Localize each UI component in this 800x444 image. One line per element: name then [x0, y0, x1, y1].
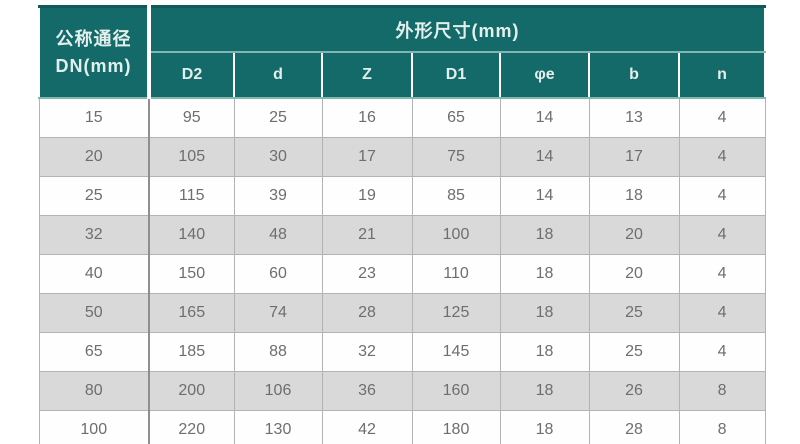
table-row: 20 105 30 17 75 14 17 4 — [38, 137, 766, 177]
value-cell: 110 — [411, 254, 501, 294]
value-cell: 13 — [588, 97, 680, 138]
value-cell: 28 — [588, 410, 680, 444]
value-cell: 8 — [678, 371, 766, 411]
value-cell: 60 — [233, 254, 323, 294]
dn-cell: 65 — [38, 332, 150, 372]
value-cell: 25 — [233, 97, 323, 138]
table-row: 32 140 48 21 100 18 20 4 — [38, 215, 766, 255]
dn-cell: 25 — [38, 176, 150, 216]
value-cell: 8 — [678, 410, 766, 444]
value-cell: 220 — [148, 410, 235, 444]
value-cell: 18 — [499, 215, 590, 255]
value-cell: 25 — [588, 332, 680, 372]
value-cell: 85 — [411, 176, 501, 216]
dn-cell: 50 — [38, 293, 150, 333]
value-cell: 26 — [588, 371, 680, 411]
value-cell: 65 — [411, 97, 501, 138]
dn-header-line1: 公称通径 — [55, 29, 132, 50]
dn-cell: 40 — [38, 254, 150, 294]
group-header-cell: 外形尺寸(mm) — [147, 5, 767, 53]
value-cell: 48 — [233, 215, 323, 255]
table-row: 15 95 25 16 65 14 13 4 — [38, 97, 766, 138]
table-body: 15 95 25 16 65 14 13 4 20 105 30 17 75 14 17 4 25 115 39 19… — [38, 97, 766, 444]
value-cell: 18 — [588, 176, 680, 216]
col-header-d2: D2 — [148, 51, 235, 99]
value-cell: 105 — [148, 137, 235, 177]
value-cell: 200 — [148, 371, 235, 411]
value-cell: 4 — [678, 293, 766, 333]
value-cell: 32 — [321, 332, 413, 372]
table-row: 25 115 39 19 85 14 18 4 — [38, 176, 766, 216]
value-cell: 74 — [233, 293, 323, 333]
value-cell: 39 — [233, 176, 323, 216]
table-row: 100 220 130 42 180 18 28 8 — [38, 410, 766, 444]
dimensions-table: 公称通径 DN(mm) 外形尺寸(mm) D2 d Z D1 φe b n 15… — [38, 5, 767, 444]
value-cell: 4 — [678, 137, 766, 177]
value-cell: 14 — [499, 97, 590, 138]
dn-cell: 100 — [38, 410, 150, 444]
value-cell: 4 — [678, 254, 766, 294]
value-cell: 88 — [233, 332, 323, 372]
value-cell: 18 — [499, 254, 590, 294]
value-cell: 20 — [588, 254, 680, 294]
col-header-d1: D1 — [411, 51, 501, 99]
group-header-row: 公称通径 DN(mm) 外形尺寸(mm) — [38, 5, 767, 99]
subheader-row: D2 d Z D1 φe b n — [39, 51, 767, 99]
value-cell: 115 — [148, 176, 235, 216]
value-cell: 4 — [678, 332, 766, 372]
dn-cell: 80 — [38, 371, 150, 411]
value-cell: 140 — [148, 215, 235, 255]
value-cell: 75 — [411, 137, 501, 177]
value-cell: 185 — [148, 332, 235, 372]
value-cell: 19 — [321, 176, 413, 216]
value-cell: 100 — [411, 215, 501, 255]
value-cell: 4 — [678, 176, 766, 216]
value-cell: 30 — [233, 137, 323, 177]
value-cell: 106 — [233, 371, 323, 411]
col-header-z: Z — [321, 51, 413, 99]
table-header: 公称通径 DN(mm) 外形尺寸(mm) D2 d Z D1 φe b n — [38, 5, 767, 99]
dn-header-line2: DN(mm) — [55, 55, 132, 76]
value-cell: 42 — [321, 410, 413, 444]
col-header-d: d — [233, 51, 323, 99]
table-row: 80 200 106 36 160 18 26 8 — [38, 371, 766, 411]
col-header-n: n — [677, 51, 767, 99]
dn-cell: 20 — [38, 137, 150, 177]
value-cell: 165 — [148, 293, 235, 333]
value-cell: 4 — [678, 215, 766, 255]
col-header-b: b — [588, 51, 680, 99]
value-cell: 36 — [321, 371, 413, 411]
table-row: 65 185 88 32 145 18 25 4 — [38, 332, 766, 372]
dn-cell: 15 — [38, 97, 150, 138]
value-cell: 17 — [588, 137, 680, 177]
value-cell: 18 — [499, 410, 590, 444]
col-header-phi-e: φe — [499, 51, 590, 99]
value-cell: 28 — [321, 293, 413, 333]
value-cell: 14 — [499, 176, 590, 216]
value-cell: 125 — [411, 293, 501, 333]
value-cell: 145 — [411, 332, 501, 372]
value-cell: 18 — [499, 332, 590, 372]
value-cell: 23 — [321, 254, 413, 294]
table-row: 50 165 74 28 125 18 25 4 — [38, 293, 766, 333]
value-cell: 4 — [678, 97, 766, 138]
dn-cell: 32 — [38, 215, 150, 255]
value-cell: 17 — [321, 137, 413, 177]
dn-header-cell: 公称通径 DN(mm) — [38, 5, 151, 99]
value-cell: 150 — [148, 254, 235, 294]
value-cell: 18 — [499, 293, 590, 333]
value-cell: 18 — [499, 371, 590, 411]
table-row: 40 150 60 23 110 18 20 4 — [38, 254, 766, 294]
value-cell: 180 — [411, 410, 501, 444]
value-cell: 95 — [148, 97, 235, 138]
value-cell: 25 — [588, 293, 680, 333]
value-cell: 20 — [588, 215, 680, 255]
value-cell: 16 — [321, 97, 413, 138]
value-cell: 21 — [321, 215, 413, 255]
value-cell: 14 — [499, 137, 590, 177]
value-cell: 160 — [411, 371, 501, 411]
value-cell: 130 — [233, 410, 323, 444]
